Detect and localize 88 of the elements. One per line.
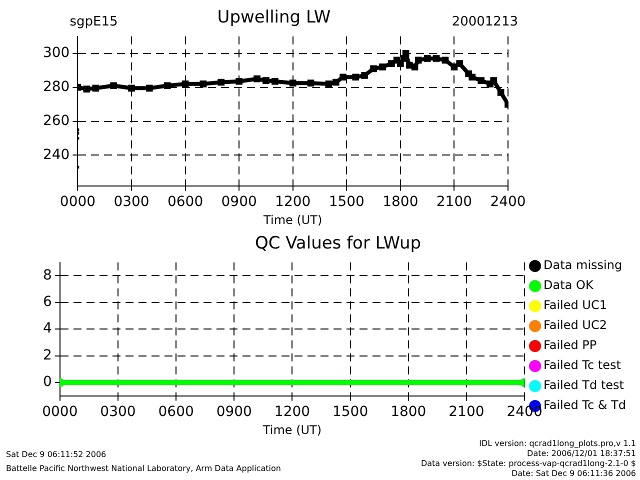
y-tick-label: 280 bbox=[42, 78, 70, 95]
text: Date: 2006/12/01 18:37:51 bbox=[527, 449, 636, 459]
x-tick-label: 0300 bbox=[114, 194, 150, 210]
point bbox=[424, 55, 431, 62]
x-tick-label: 0300 bbox=[100, 404, 136, 420]
legend-label: Data missing bbox=[544, 258, 622, 272]
point bbox=[325, 80, 332, 88]
point bbox=[379, 64, 386, 70]
text: Battelle Pacific Northwest National Laboratory, Arm Data Application bbox=[6, 464, 281, 474]
legend-label: Failed Td test bbox=[544, 378, 624, 392]
point bbox=[370, 65, 377, 72]
point bbox=[262, 77, 270, 84]
point bbox=[200, 80, 207, 88]
point bbox=[164, 82, 171, 90]
x-tick-label: 0900 bbox=[216, 404, 252, 420]
point bbox=[361, 72, 368, 79]
legend-label: Failed UC2 bbox=[544, 318, 607, 332]
y-tick-label: 240 bbox=[42, 146, 70, 163]
point bbox=[182, 80, 189, 88]
point bbox=[92, 84, 100, 92]
point bbox=[254, 75, 260, 82]
legend-label: Data OK bbox=[544, 278, 594, 292]
y-tick-label: 6 bbox=[42, 294, 52, 310]
x-axis-title: Time (UT) bbox=[262, 212, 322, 227]
point bbox=[397, 60, 404, 67]
point bbox=[411, 64, 418, 70]
point bbox=[272, 78, 278, 85]
x-tick-label: 1500 bbox=[332, 404, 368, 420]
y-tick-label: 300 bbox=[42, 45, 70, 62]
point bbox=[456, 60, 464, 67]
point bbox=[486, 80, 494, 88]
point bbox=[478, 77, 485, 84]
point bbox=[442, 56, 449, 64]
point bbox=[146, 84, 153, 92]
point bbox=[352, 74, 360, 81]
x-tick-label: 2400 bbox=[506, 404, 542, 420]
legend-label: Failed Tc test bbox=[544, 358, 622, 372]
chart-title: Upwelling LW bbox=[217, 8, 331, 28]
point bbox=[388, 60, 395, 67]
chart-title: QC Values for LWup bbox=[254, 234, 422, 254]
legend-label: Failed PP bbox=[544, 338, 597, 352]
point bbox=[465, 70, 472, 78]
x-tick-label: 2400 bbox=[490, 194, 526, 210]
point bbox=[289, 80, 296, 86]
legend-label: Failed UC1 bbox=[544, 298, 607, 312]
point bbox=[128, 84, 135, 92]
point bbox=[307, 80, 314, 86]
point bbox=[110, 82, 117, 90]
x-tick-label: 1800 bbox=[390, 404, 426, 420]
point bbox=[490, 77, 498, 84]
y-tick-label: 4 bbox=[42, 320, 52, 337]
point bbox=[218, 78, 225, 86]
point bbox=[414, 56, 422, 64]
x-tick-label: 0600 bbox=[158, 404, 194, 420]
point bbox=[393, 56, 400, 64]
text: 20001213 bbox=[452, 14, 518, 30]
x-tick-label: 2100 bbox=[448, 404, 484, 420]
x-tick-label: 0000 bbox=[60, 194, 96, 210]
point bbox=[402, 50, 410, 57]
y-tick-label: 8 bbox=[42, 267, 52, 284]
x-tick-label: 1200 bbox=[275, 194, 311, 210]
y-tick-label: 260 bbox=[42, 112, 70, 129]
point bbox=[468, 74, 476, 81]
text: Date: Sat Dec 9 06:11:36 2006 bbox=[511, 469, 636, 479]
text: Sat Dec 9 06:11:52 2006 bbox=[6, 450, 106, 460]
legend-label: Failed Tc & Td bbox=[544, 398, 626, 412]
text: sgpE15 bbox=[70, 14, 118, 30]
x-tick-label: 0000 bbox=[42, 404, 78, 420]
y-tick-label: 2 bbox=[42, 347, 52, 364]
text: IDL version: qcrad1long_plots.pro,v 1.1 bbox=[479, 439, 636, 449]
x-tick-label: 2100 bbox=[436, 194, 472, 210]
x-tick-label: 1800 bbox=[382, 194, 418, 210]
text: Data version: $State: process-vap-qcrad1long-2.1-0 $ bbox=[420, 459, 636, 469]
point bbox=[497, 89, 504, 96]
point bbox=[332, 78, 340, 86]
point bbox=[450, 64, 458, 70]
x-tick-label: 1500 bbox=[328, 194, 364, 210]
point bbox=[400, 55, 408, 62]
point bbox=[406, 62, 413, 69]
point bbox=[236, 78, 242, 85]
point bbox=[340, 74, 346, 81]
x-tick-label: 1200 bbox=[274, 404, 310, 420]
x-tick-label: 0900 bbox=[221, 194, 257, 210]
x-tick-label: 0600 bbox=[167, 194, 204, 210]
y-tick-label: 0 bbox=[42, 374, 52, 390]
point bbox=[432, 55, 440, 62]
x-axis-title: Time (UT) bbox=[262, 422, 322, 437]
point bbox=[83, 86, 90, 92]
